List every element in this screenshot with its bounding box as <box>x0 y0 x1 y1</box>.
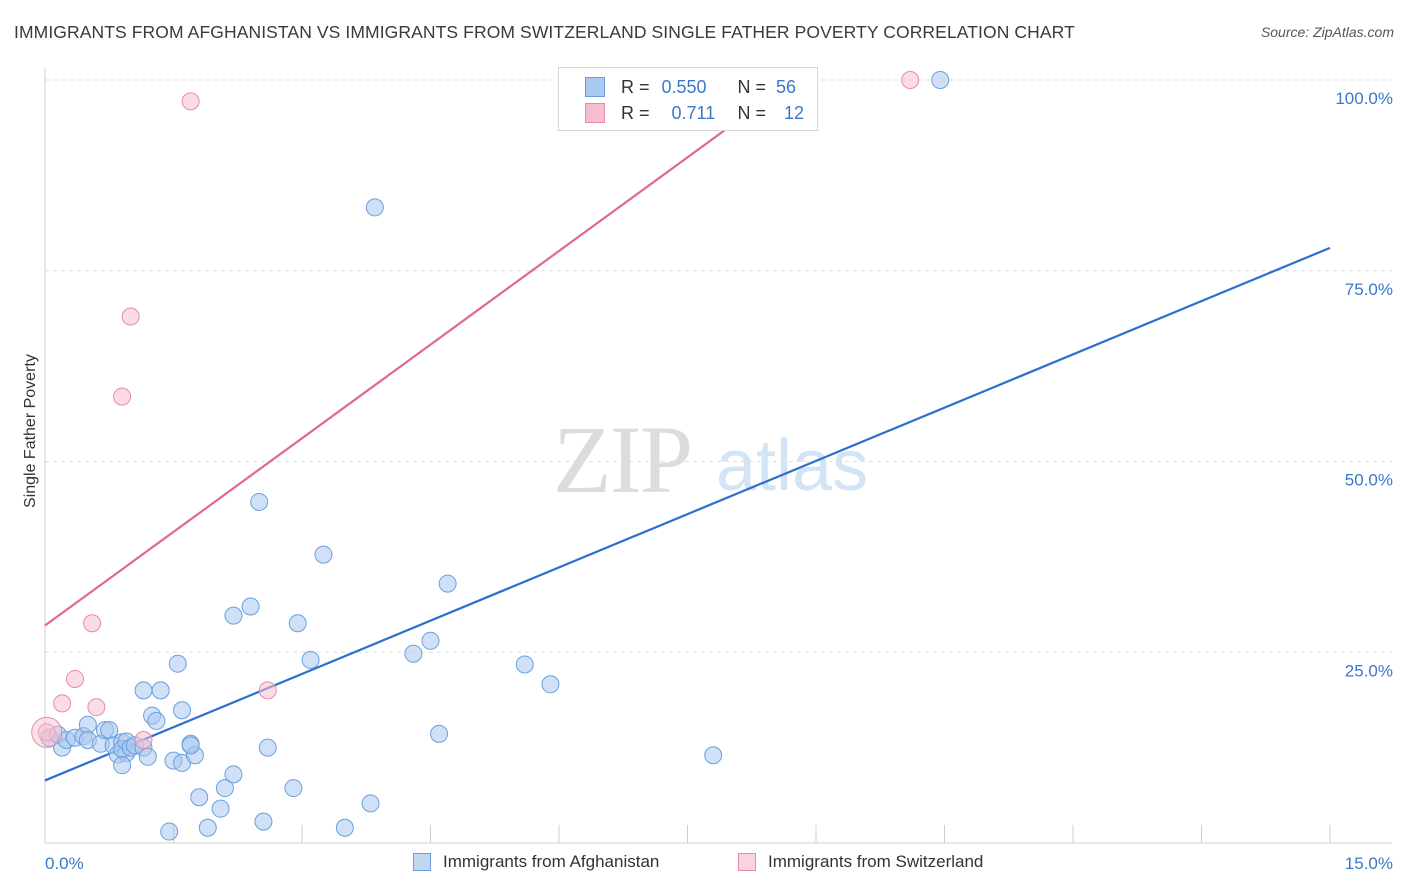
point-afghanistan <box>704 746 723 765</box>
source-note: Source: ZipAtlas.com <box>1260 24 1394 40</box>
point-afghanistan <box>250 492 269 511</box>
point-afghanistan <box>284 779 303 798</box>
point-afghanistan <box>224 765 243 784</box>
point-afghanistan <box>430 724 449 743</box>
r-value: 0.550 <box>661 76 707 97</box>
point-switzerland <box>53 694 72 713</box>
point-afghanistan <box>100 721 119 740</box>
point-afghanistan <box>168 654 187 673</box>
point-afghanistan <box>931 71 950 89</box>
legend-item-afghanistan: Immigrants from Afghanistan <box>413 852 659 872</box>
n-label: N = <box>737 102 767 123</box>
stats-row-switzerland: R = 0.711 N = 12 <box>585 101 804 125</box>
point-switzerland <box>113 387 132 406</box>
point-afghanistan <box>113 756 132 775</box>
y-tick-label: 75.0% <box>1345 280 1393 299</box>
point-afghanistan <box>335 818 354 837</box>
point-afghanistan <box>147 711 166 730</box>
point-afghanistan <box>198 818 217 837</box>
point-afghanistan <box>541 675 560 694</box>
point-afghanistan <box>224 606 243 625</box>
stats-legend: R = 0.550 N = 56 R = 0.711 N = 12 <box>558 67 818 131</box>
point-switzerland <box>87 698 106 717</box>
r-label: R = <box>621 76 650 97</box>
chart-title: IMMIGRANTS FROM AFGHANISTAN VS IMMIGRANT… <box>14 22 1075 42</box>
series-legend: Immigrants from Afghanistan Immigrants f… <box>0 852 1406 878</box>
n-value: 56 <box>776 76 797 97</box>
legend-swatch-switzerland <box>738 853 756 871</box>
point-afghanistan <box>421 631 440 650</box>
point-switzerland <box>37 723 56 742</box>
point-afghanistan <box>160 822 179 841</box>
x-tick-label: 0.0% <box>45 854 84 873</box>
trendline-afghanistan <box>44 246 1331 782</box>
point-afghanistan <box>138 747 157 766</box>
point-switzerland <box>121 307 140 326</box>
point-afghanistan <box>515 655 534 674</box>
point-switzerland <box>65 669 84 688</box>
point-afghanistan <box>78 715 97 734</box>
gridlines <box>45 79 1392 653</box>
r-value: 0.711 <box>671 102 716 123</box>
point-switzerland <box>31 716 63 748</box>
point-afghanistan <box>288 614 307 633</box>
watermark-zip: ZIP <box>553 406 691 513</box>
point-afghanistan <box>173 701 192 720</box>
point-afghanistan <box>241 597 260 616</box>
y-tick-label: 50.0% <box>1345 471 1393 490</box>
point-afghanistan <box>254 812 273 831</box>
x-tick-label: 15.0% <box>1345 854 1393 873</box>
stats-row-afghanistan: R = 0.550 N = 56 <box>585 75 796 99</box>
stats-swatch-afghanistan <box>585 77 605 97</box>
legend-swatch-afghanistan <box>413 853 431 871</box>
n-label: N = <box>737 76 767 97</box>
data-points <box>31 71 950 841</box>
point-afghanistan <box>314 545 333 564</box>
point-afghanistan <box>361 794 380 813</box>
legend-item-switzerland: Immigrants from Switzerland <box>738 852 983 872</box>
trendline-switzerland <box>44 75 800 627</box>
watermark: ZIP atlas <box>553 406 868 513</box>
point-switzerland <box>901 71 920 89</box>
r-label: R = <box>621 102 650 123</box>
y-tick-label: 25.0% <box>1345 661 1393 680</box>
legend-label-afghanistan: Immigrants from Afghanistan <box>443 852 660 871</box>
point-afghanistan <box>301 650 320 669</box>
point-switzerland <box>83 614 102 633</box>
point-afghanistan <box>211 799 230 818</box>
point-afghanistan <box>181 736 200 755</box>
tick-labels: 25.0% 50.0% 75.0% 100.0% 0.0% 15.0% <box>45 89 1393 873</box>
point-switzerland <box>134 730 153 749</box>
point-afghanistan <box>215 779 234 798</box>
axes <box>44 68 1392 844</box>
legend-label-switzerland: Immigrants from Switzerland <box>768 852 984 871</box>
point-afghanistan <box>134 681 153 700</box>
y-tick-label: 100.0% <box>1335 89 1393 108</box>
point-afghanistan <box>258 738 277 757</box>
point-afghanistan <box>151 681 170 700</box>
point-afghanistan <box>438 574 457 593</box>
stats-swatch-switzerland <box>585 103 605 123</box>
point-afghanistan <box>365 198 384 217</box>
point-afghanistan <box>404 644 423 663</box>
n-value: 12 <box>784 102 805 123</box>
point-switzerland <box>181 92 200 111</box>
point-switzerland <box>258 681 277 700</box>
point-afghanistan <box>190 788 209 807</box>
